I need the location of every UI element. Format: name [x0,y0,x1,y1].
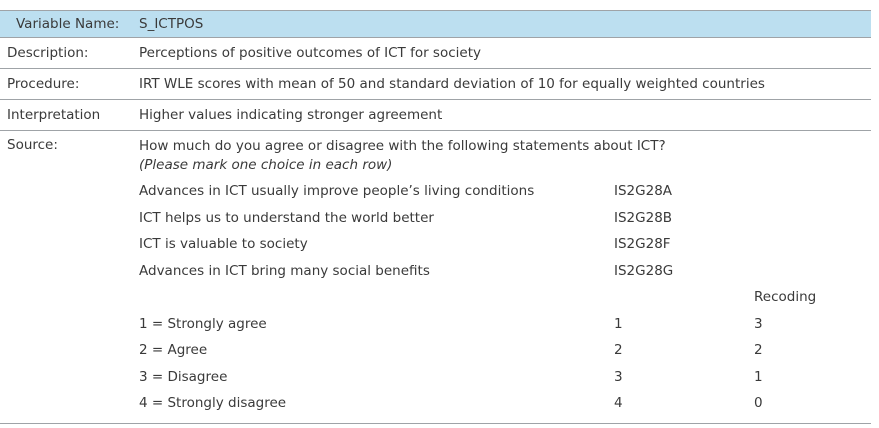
scale-value: 3 [614,368,623,385]
scale-value: 4 [614,395,623,412]
source-label: Source: [7,137,58,153]
list-item: Advances in ICT usually improve people’s… [139,178,871,205]
recoding-header: Recoding [754,289,817,306]
procedure-value: IRT WLE scores with mean of 50 and stand… [139,76,765,92]
source-body: How much do you agree or disagree with t… [139,137,871,417]
item-code: IS2G28A [614,183,673,200]
source-instruction: (Please mark one choice in each row) [139,157,393,173]
scale-row: 3 = Disagree 3 1 [139,364,871,391]
scale-value: 1 [614,315,623,332]
scale-text: 2 = Agree [139,342,208,359]
list-item: Advances in ICT bring many social benefi… [139,258,871,285]
interpretation-label: Interpretation [7,107,101,123]
source-row: Source: How much do you agree or disagre… [0,131,871,424]
variable-name-value: S_ICTPOS [139,16,204,32]
description-label: Description: [7,45,89,61]
item-text: Advances in ICT bring many social benefi… [139,262,430,279]
scale-recode: 2 [754,342,763,359]
item-code: IS2G28F [614,236,671,253]
scale-text: 1 = Strongly agree [139,315,267,332]
scale-recode: 0 [754,395,763,412]
item-list: Advances in ICT usually improve people’s… [139,178,871,284]
procedure-label: Procedure: [7,76,80,92]
description-row: Description: Perceptions of positive out… [0,38,871,69]
item-code: IS2G28B [614,209,673,226]
scale-recode: 3 [754,315,763,332]
item-text: Advances in ICT usually improve people’s… [139,183,535,200]
source-question: How much do you agree or disagree with t… [139,138,666,154]
scale-text: 3 = Disagree [139,368,228,385]
scale-value: 2 [614,342,623,359]
list-item: ICT helps us to understand the world bet… [139,205,871,232]
item-code: IS2G28G [614,262,674,279]
description-value: Perceptions of positive outcomes of ICT … [139,45,481,61]
scale-row: 4 = Strongly disagree 4 0 [139,390,871,417]
scale-text: 4 = Strongly disagree [139,395,287,412]
item-text: ICT helps us to understand the world bet… [139,209,434,226]
variable-name-row: Variable Name: S_ICTPOS [0,10,871,38]
item-text: ICT is valuable to society [139,236,308,253]
interpretation-value: Higher values indicating stronger agreem… [139,107,443,123]
scale-recode: 1 [754,368,763,385]
scale-row: 1 = Strongly agree 1 3 [139,311,871,338]
variable-name-label: Variable Name: [16,16,120,32]
variable-table: Variable Name: S_ICTPOS Description: Per… [0,10,871,424]
scale-row: 2 = Agree 2 2 [139,337,871,364]
interpretation-row: Interpretation Higher values indicating … [0,100,871,131]
list-item: ICT is valuable to society IS2G28F [139,231,871,258]
recoding-header-row: Recoding [139,284,871,311]
procedure-row: Procedure: IRT WLE scores with mean of 5… [0,69,871,100]
